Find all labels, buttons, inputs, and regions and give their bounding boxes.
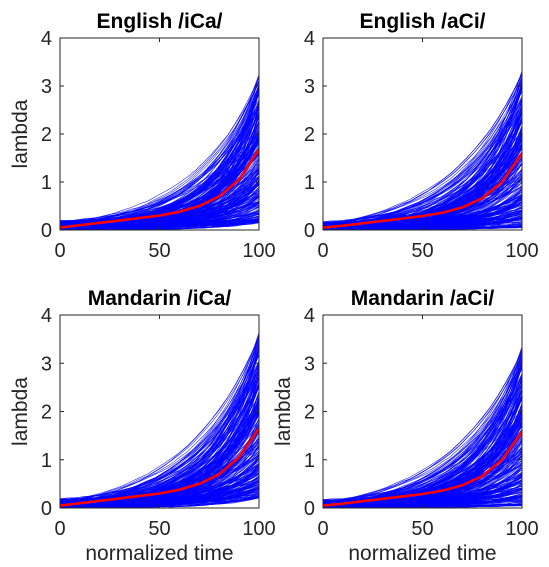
trajectory-line xyxy=(60,438,259,501)
y-tick-label: 0 xyxy=(41,220,52,242)
y-tick-label: 0 xyxy=(41,498,52,520)
y-tick-label: 4 xyxy=(304,28,315,50)
y-axis-label: lambda xyxy=(9,99,32,168)
trajectory-line xyxy=(323,86,522,225)
trajectory-line xyxy=(323,361,522,504)
trajectory-line xyxy=(60,483,259,507)
y-tick-label: 0 xyxy=(304,498,315,520)
chart-panel-4: 0 1 2 3 4 0 50 100 Mandarin /aCi/lambda normalize… xyxy=(272,287,539,565)
trajectory-line xyxy=(60,76,259,230)
trajectory-line xyxy=(60,447,259,508)
y-tick-label: 3 xyxy=(41,353,52,375)
mean-line xyxy=(60,427,259,507)
y-tick-label: 3 xyxy=(304,353,315,375)
plot-lines xyxy=(60,74,259,230)
y-tick-label: 3 xyxy=(41,76,52,98)
y-tick-label: 4 xyxy=(41,305,52,327)
trajectory-line xyxy=(60,334,259,502)
y-tick-label: 1 xyxy=(304,450,315,472)
y-tick-label: 1 xyxy=(41,172,52,194)
trajectory-line xyxy=(60,74,259,225)
trajectory-line xyxy=(323,71,522,225)
trajectory-line xyxy=(323,75,522,226)
trajectory-line xyxy=(323,363,522,504)
x-tick-label: 50 xyxy=(148,518,170,540)
y-tick-label: 2 xyxy=(41,402,52,424)
trajectory-line xyxy=(323,146,522,224)
chart-title: English /iCa/ xyxy=(96,10,222,33)
chart-panel-2: 0 1 2 3 4 0 50 100 English /aCi/ xyxy=(304,10,539,262)
trajectory-line xyxy=(60,76,259,224)
x-tick-label: 100 xyxy=(242,518,275,540)
trajectory-line xyxy=(323,100,522,224)
x-axis-label: normalized time xyxy=(348,542,496,565)
x-tick-label: 100 xyxy=(505,240,538,262)
mean-line xyxy=(323,151,522,229)
y-tick-label: 2 xyxy=(304,124,315,146)
trajectory-line xyxy=(60,410,259,503)
trajectory-line xyxy=(323,139,522,230)
trajectory-line xyxy=(323,108,522,225)
trajectory-line xyxy=(60,129,259,230)
x-tick-label: 50 xyxy=(411,518,433,540)
trajectory-line xyxy=(60,350,259,503)
y-tick-label: 4 xyxy=(41,28,52,50)
x-tick-label: 0 xyxy=(54,240,65,262)
trajectory-line xyxy=(60,83,259,225)
mean-line xyxy=(323,430,522,507)
trajectory-line xyxy=(60,468,259,505)
trajectory-line xyxy=(323,479,522,501)
x-tick-label: 50 xyxy=(148,240,170,262)
y-tick-label: 1 xyxy=(41,450,52,472)
y-axis-label: lambda xyxy=(9,377,32,446)
y-tick-label: 2 xyxy=(304,402,315,424)
y-axis-label: lambda xyxy=(272,377,295,446)
x-tick-label: 100 xyxy=(505,518,538,540)
trajectory-line xyxy=(60,468,259,508)
trajectory-line xyxy=(60,216,259,227)
x-tick-label: 0 xyxy=(54,518,65,540)
chart-panel-3: 0 1 2 3 4 0 50 100 Mandarin /iCa/lambda normalize… xyxy=(9,287,276,565)
trajectory-line xyxy=(323,496,522,505)
trajectory-line xyxy=(323,78,522,225)
mean-line xyxy=(60,148,259,229)
chart-title: Mandarin /aCi/ xyxy=(351,287,495,310)
trajectory-line xyxy=(60,218,259,228)
x-tick-label: 0 xyxy=(317,518,328,540)
chart-title: Mandarin /iCa/ xyxy=(88,287,232,310)
x-tick-label: 50 xyxy=(411,240,433,262)
trajectory-line xyxy=(60,396,259,501)
y-tick-label: 1 xyxy=(304,172,315,194)
y-tick-label: 3 xyxy=(304,76,315,98)
trajectory-line xyxy=(60,90,259,224)
x-axis-label: normalized time xyxy=(85,542,233,565)
y-tick-label: 0 xyxy=(304,220,315,242)
x-tick-label: 0 xyxy=(317,240,328,262)
y-tick-label: 4 xyxy=(304,305,315,327)
chart-panel-1: 0 1 2 3 4 0 50 100 English /iCa/lambda xyxy=(9,10,276,262)
x-tick-label: 100 xyxy=(242,240,275,262)
trajectory-line xyxy=(60,488,259,505)
trajectory-line xyxy=(60,373,259,503)
chart-title: English /aCi/ xyxy=(359,10,485,33)
y-tick-label: 2 xyxy=(41,124,52,146)
